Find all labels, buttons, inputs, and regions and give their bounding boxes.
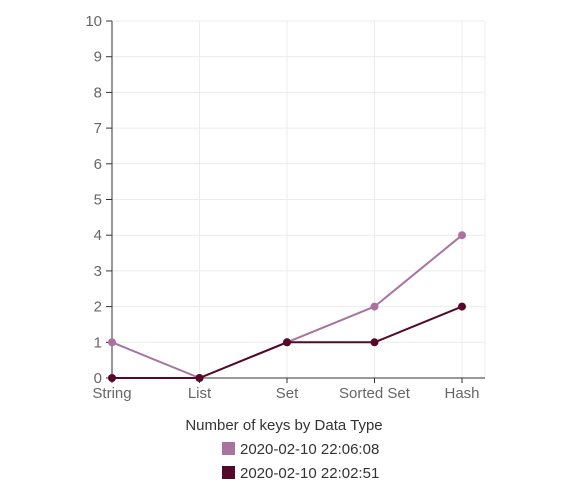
data-point[interactable] [283, 338, 291, 347]
y-tick-label: 1 [94, 334, 102, 351]
y-tick-label: 0 [94, 370, 102, 387]
legend-label: 2020-02-10 22:02:51 [240, 465, 379, 482]
legend-item[interactable]: 2020-02-10 22:06:08 [222, 441, 379, 458]
y-axis-ticks: 0 1 2 3 4 5 6 7 8 9 10 [85, 13, 112, 387]
y-tick-label: 3 [94, 263, 102, 280]
x-tick-label: Sorted Set [339, 385, 411, 402]
data-point[interactable] [370, 338, 379, 347]
y-tick-label: 10 [85, 13, 102, 30]
x-tick-label: Hash [444, 385, 479, 402]
y-tick-label: 6 [94, 156, 102, 173]
x-tick-label: List [188, 385, 212, 402]
legend-swatch [222, 442, 235, 455]
y-tick-label: 7 [94, 120, 102, 137]
x-tick-label: Set [276, 385, 299, 402]
legend-label: 2020-02-10 22:06:08 [240, 441, 379, 458]
data-point[interactable] [108, 374, 116, 382]
data-point[interactable] [195, 374, 204, 382]
legend-swatch [222, 466, 235, 479]
y-tick-label: 5 [94, 192, 102, 209]
x-axis-ticks: String List Set Sorted Set Hash [92, 378, 480, 402]
y-tick-label: 4 [94, 227, 102, 244]
data-point[interactable] [458, 302, 466, 311]
y-tick-label: 9 [94, 49, 102, 66]
data-point[interactable] [370, 302, 379, 311]
legend: 2020-02-10 22:06:08 2020-02-10 22:02:51 [222, 441, 379, 482]
series-2 [108, 302, 466, 382]
grid [112, 20, 486, 378]
y-tick-label: 8 [94, 84, 102, 101]
y-tick-label: 2 [94, 299, 102, 316]
data-point[interactable] [108, 338, 116, 347]
legend-item[interactable]: 2020-02-10 22:02:51 [222, 465, 379, 482]
series [108, 231, 466, 382]
chart-title: Number of keys by Data Type [185, 417, 382, 434]
x-tick-label: String [92, 385, 131, 402]
data-point[interactable] [458, 231, 466, 240]
